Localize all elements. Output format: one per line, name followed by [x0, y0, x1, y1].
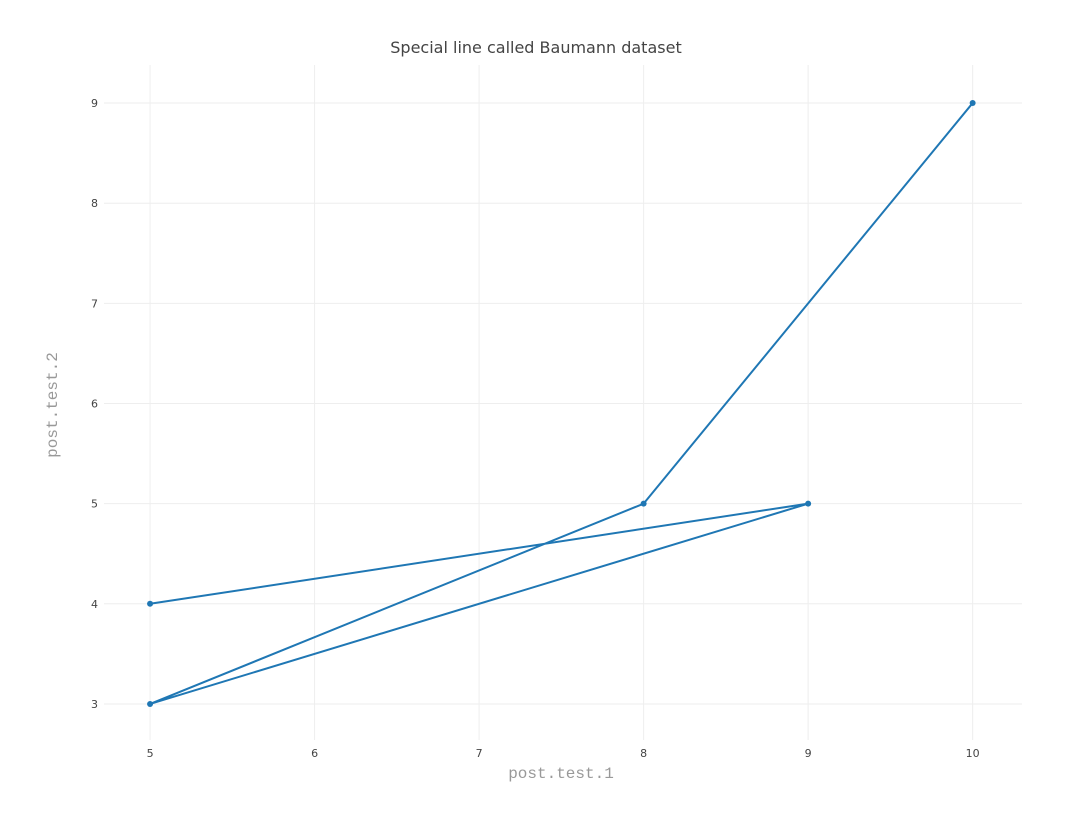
x-tick-label: 6 — [311, 747, 318, 760]
x-tick-label: 9 — [805, 747, 812, 760]
y-tick-label: 4 — [91, 598, 98, 611]
y-tick-label: 8 — [91, 197, 98, 210]
x-axis-label: post.test.1 — [508, 765, 614, 783]
y-tick-label: 7 — [91, 297, 98, 310]
grid — [104, 65, 1022, 740]
x-tick-label: 8 — [640, 747, 647, 760]
y-tick-label: 6 — [91, 398, 98, 411]
y-tick-label: 3 — [91, 698, 98, 711]
x-tick-label: 10 — [966, 747, 980, 760]
y-tick-label: 5 — [91, 498, 98, 511]
data-point[interactable] — [640, 500, 647, 507]
x-tick-label: 5 — [147, 747, 154, 760]
data-point[interactable] — [147, 600, 154, 607]
chart-title: Special line called Baumann dataset — [390, 38, 681, 57]
data-point[interactable] — [969, 100, 976, 107]
y-tick-label: 9 — [91, 97, 98, 110]
data-point[interactable] — [147, 700, 154, 707]
x-tick-label: 7 — [476, 747, 483, 760]
series-layer — [147, 100, 976, 707]
tick-labels: 5 6 7 8 9 10 3 4 5 6 7 8 9 — [91, 97, 980, 760]
y-axis-label: post.test.2 — [44, 352, 62, 458]
data-point[interactable] — [805, 500, 812, 507]
